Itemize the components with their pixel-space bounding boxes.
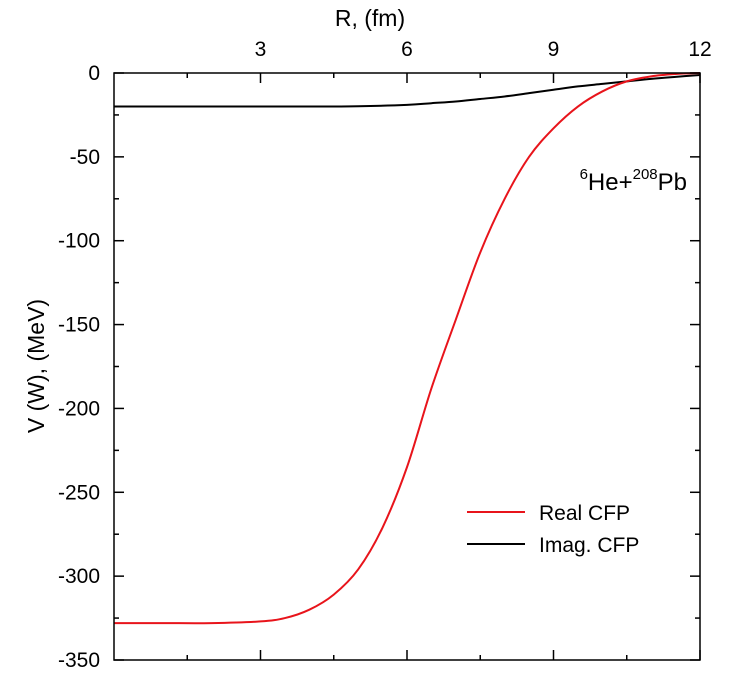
annotation-element-b: Pb bbox=[658, 169, 687, 196]
plot-frame bbox=[113, 72, 701, 661]
axis-ticks: 0 -50 -100 -150 -200 -250 -300 -350 3 6 9 12 bbox=[58, 38, 712, 672]
y-tick-label: -350 bbox=[58, 649, 100, 672]
x-tick-label: 6 bbox=[401, 38, 413, 61]
x-axis-title: R, (fm) bbox=[335, 5, 405, 31]
y-tick-label: -150 bbox=[58, 314, 100, 337]
y-axis-title: V (W), (MeV) bbox=[23, 299, 49, 433]
y-tick-label: -250 bbox=[58, 481, 100, 504]
y-tick-label: -300 bbox=[58, 565, 100, 588]
x-tick-label: 12 bbox=[688, 38, 711, 61]
x-tick-label: 9 bbox=[548, 38, 560, 61]
y-tick-label: 0 bbox=[88, 62, 100, 85]
curves bbox=[114, 72, 701, 625]
y-tick-label: -100 bbox=[58, 230, 100, 253]
annotation-plus: + bbox=[619, 169, 633, 196]
legend-label-imag-cfp: Imag. CFP bbox=[539, 534, 639, 557]
x-tick-label: 3 bbox=[255, 38, 267, 61]
legend-label-real-cfp: Real CFP bbox=[539, 502, 630, 525]
y-tick-label: -200 bbox=[58, 397, 100, 420]
legend: Real CFP Imag. CFP bbox=[467, 502, 639, 557]
annotation-element-a: He bbox=[588, 169, 619, 196]
y-tick-label: -50 bbox=[70, 146, 100, 169]
annotation-mass-b: 208 bbox=[633, 166, 658, 183]
series-line-real-cfp bbox=[114, 72, 701, 625]
reaction-annotation: 6He+208Pb bbox=[580, 166, 687, 196]
annotation-mass-a: 6 bbox=[580, 166, 588, 183]
